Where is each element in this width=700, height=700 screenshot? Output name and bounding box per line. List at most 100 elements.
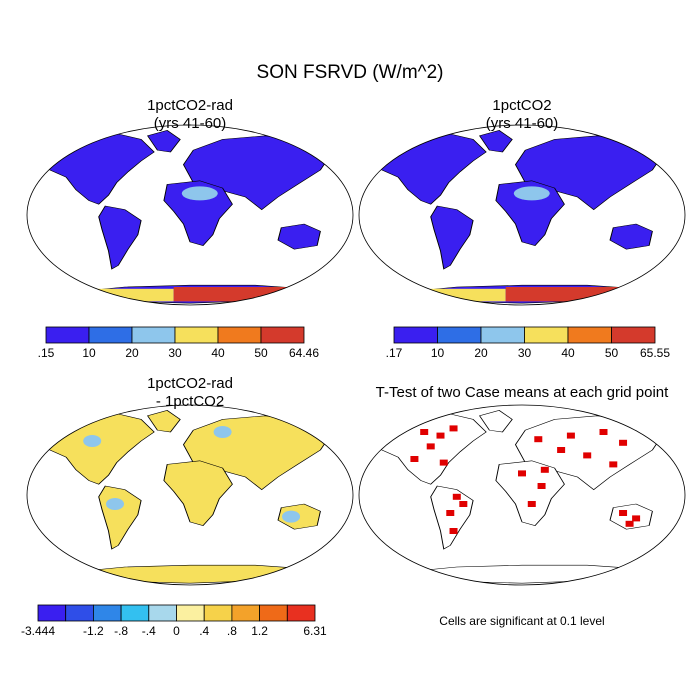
- antarctica-east: [173, 287, 305, 302]
- significant-cell: [619, 510, 628, 516]
- colorbar-bin: [203, 604, 233, 622]
- land-mass: [372, 130, 662, 303]
- significant-cell: [452, 493, 461, 500]
- colorbar-bin: [286, 604, 316, 622]
- panel-2-title: 1pctCO2 (yrs 41-60): [357, 97, 687, 133]
- colorbar-tick-label: 40: [211, 346, 225, 360]
- panel-2-map: [358, 124, 686, 306]
- desert-region: [513, 186, 550, 201]
- colorbar-tick-label: -.4: [142, 624, 156, 638]
- land-mass: [372, 410, 662, 583]
- significant-cell: [426, 443, 435, 450]
- significant-cell: [619, 439, 628, 446]
- colorbar-tick-label: 1.2: [251, 624, 268, 638]
- significant-cell: [557, 447, 566, 453]
- negative-anomaly-patch: [83, 435, 102, 447]
- significant-cell: [632, 515, 641, 522]
- colorbar-bin: [259, 604, 288, 622]
- colorbar-tick-label: 50: [605, 346, 619, 360]
- colorbar-bin: [174, 326, 219, 344]
- colorbar-tick-label: 64.46: [289, 346, 319, 360]
- colorbar-tick-label: .8: [227, 624, 237, 638]
- panel-4-title-line1: T-Test of two Case means at each grid po…: [375, 384, 669, 401]
- colorbar-tick-label: 10: [82, 346, 96, 360]
- negative-anomaly-patch: [106, 498, 125, 510]
- colorbar-bin: [37, 604, 67, 622]
- panel-4-map: [358, 404, 686, 586]
- antarctica-west: [407, 288, 506, 302]
- colorbar-bin: [88, 326, 133, 344]
- significant-cell: [439, 459, 448, 466]
- colorbar-bin: [480, 326, 525, 344]
- colorbar-bin: [524, 326, 569, 344]
- colorbar-tick-label: 6.31: [303, 624, 327, 638]
- significant-cell: [518, 470, 526, 477]
- colorbar-tick-label: -3.444: [21, 624, 55, 638]
- panel-1-title: 1pctCO2-rad (yrs 41-60): [25, 97, 355, 133]
- significant-cell: [410, 456, 419, 462]
- colorbar-bin: [120, 604, 150, 622]
- panel-3-colorbar: -3.444 -1.2 -.8 -.4 0 .4 .8 1.2 6.31: [21, 604, 327, 638]
- significant-cell: [420, 429, 429, 435]
- colorbar-bin: [260, 326, 305, 344]
- antarctica-west: [75, 288, 174, 302]
- colorbar-bin: [176, 604, 205, 622]
- panel-2-title-line1: 1pctCO2: [492, 97, 552, 114]
- colorbar-bin: [45, 326, 90, 344]
- colorbar-bin: [393, 326, 438, 344]
- colorbar-bin: [148, 604, 177, 622]
- panel-1-colorbar: .15 10 20 30 40 50 64.46: [38, 326, 319, 360]
- significant-cell: [446, 510, 455, 516]
- significant-cell: [540, 466, 549, 473]
- colorbar-tick-label: -1.2: [83, 624, 104, 638]
- negative-anomaly-patch: [282, 510, 301, 523]
- antarctica-east: [505, 287, 637, 302]
- significant-cell: [609, 461, 618, 468]
- colorbar-bin: [131, 326, 176, 344]
- main-title: SON FSRVD (W/m^2): [256, 62, 444, 83]
- colorbar-tick-label: 50: [254, 346, 268, 360]
- panel-1-title-line1: 1pctCO2-rad: [147, 97, 233, 114]
- colorbar-bin: [611, 326, 656, 344]
- panel-1-title-line2: (yrs 41-60): [153, 115, 227, 132]
- colorbar-tick-label: .4: [199, 624, 209, 638]
- land-mass: [40, 410, 330, 583]
- colorbar-bin: [437, 326, 482, 344]
- significant-cell: [625, 520, 634, 527]
- colorbar-tick-label: .17: [386, 346, 403, 360]
- colorbar-bin: [93, 604, 122, 622]
- significant-cell: [537, 483, 546, 489]
- colorbar-bin: [231, 604, 260, 622]
- panel-3-title-line1: 1pctCO2-rad: [147, 375, 233, 392]
- colorbar-bin: [217, 326, 262, 344]
- significant-cell: [527, 501, 536, 507]
- panel-4-title: T-Test of two Case means at each grid po…: [357, 384, 687, 402]
- colorbar-bin: [567, 326, 612, 344]
- significant-cell: [534, 436, 543, 443]
- colorbar-bin: [65, 604, 94, 622]
- colorbar-tick-label: 20: [474, 346, 488, 360]
- significant-cell: [459, 501, 468, 507]
- colorbar-tick-label: 10: [431, 346, 445, 360]
- colorbar-tick-label: -.8: [114, 624, 128, 638]
- colorbar-tick-label: 0: [173, 624, 180, 638]
- panel-2-title-line2: (yrs 41-60): [485, 115, 559, 132]
- significant-cell: [599, 429, 608, 435]
- significant-cell: [583, 452, 592, 459]
- significant-cell: [566, 432, 575, 439]
- significance-note: Cells are significant at 0.1 level: [439, 614, 605, 628]
- map-frame: [26, 404, 354, 586]
- colorbar-tick-label: 40: [561, 346, 575, 360]
- map-frame: [358, 124, 686, 306]
- significant-cell: [449, 425, 458, 432]
- significant-cell: [449, 528, 458, 534]
- colorbar-tick-label: 30: [168, 346, 182, 360]
- significant-cell: [436, 432, 445, 439]
- map-frame: [26, 124, 354, 306]
- desert-region: [181, 186, 218, 201]
- colorbar-tick-label: 20: [125, 346, 139, 360]
- panel-3-map: [26, 404, 354, 586]
- panel-1-map: [26, 124, 354, 306]
- map-frame: [358, 404, 686, 586]
